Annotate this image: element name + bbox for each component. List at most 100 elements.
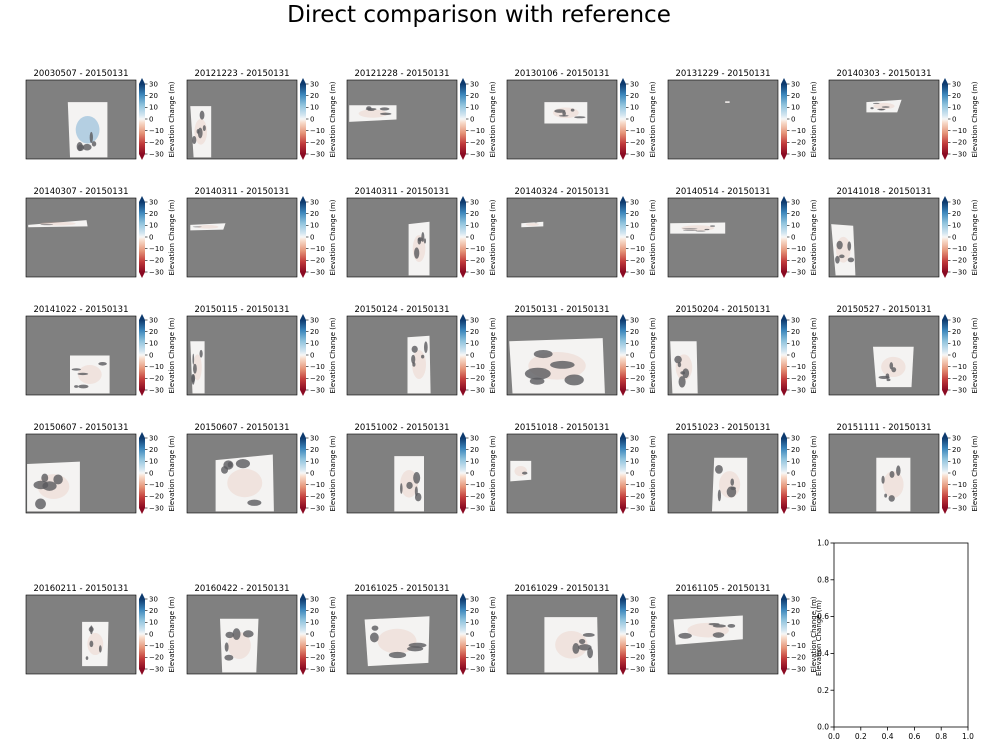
colorbar-extend-min [300,508,306,514]
no-data-patch [78,384,89,389]
colorbar-tick-label: 10 [630,340,639,348]
colorbar-tick-label: 30 [630,595,639,603]
colorbar [620,202,626,272]
subplot-title: 20150115 - 20150131 [195,305,290,315]
subplot-panel: 20150607 - 20150131 30 20 10 0 −10 −20 −30 Eleva… [25,423,176,514]
colorbar-tick-label: 30 [791,595,800,603]
colorbar-tick-label: 0 [149,469,153,477]
colorbar [781,438,787,508]
subplot-title: 20131229 - 20150131 [676,69,771,79]
colorbar [139,202,145,272]
colorbar-tick-label: −20 [791,257,806,265]
colorbar-extend-max [300,314,306,320]
colorbar-extend-max [942,78,948,84]
no-data-patch [574,116,586,119]
colorbar-tick-label: −10 [470,481,485,489]
subplot-panel: 20151023 - 20150131 30 20 10 0 −10 −20 −30 Eleva… [667,423,818,514]
colorbar-tick-label: 10 [791,340,800,348]
colorbar-tick-label: 10 [791,619,800,627]
no-data-patch [400,483,403,494]
colorbar-tick-label: −10 [630,481,645,489]
colorbar-tick-label: 30 [791,434,800,442]
empty-axes [833,542,969,728]
no-data-patch [522,471,528,475]
no-data-patch [877,108,886,110]
colorbar-label: Elevation Change (m) [168,435,176,511]
colorbar-tick-label: 0 [149,233,153,241]
subplot-title: 20140324 - 20150131 [515,187,610,197]
colorbar-tick-label: 20 [310,446,319,454]
colorbar-tick-label: −20 [952,375,967,383]
no-data-patch [199,110,205,120]
colorbar-label: Elevation Change (m) [649,435,657,511]
no-data-patch [197,127,203,139]
no-data-patch [710,225,716,227]
colorbar [781,84,787,154]
x-tick-label: 0.8 [935,732,947,741]
colorbar-tick-label: 20 [310,607,319,615]
colorbar-tick-label: −10 [470,363,485,371]
colorbar-tick-label: 30 [149,595,158,603]
colorbar-extend-min [300,154,306,160]
colorbar-extend-max [460,432,466,438]
colorbar-label: Elevation Change (m) [971,435,979,511]
colorbar-tick-label: −20 [630,257,645,265]
map-background [25,197,137,278]
colorbar-tick-label: 0 [630,233,634,241]
no-data-patch [677,362,682,368]
no-data-patch [891,367,897,373]
colorbar-tick-label: 10 [630,619,639,627]
colorbar-extend-min [620,154,626,160]
colorbar-extend-min [139,154,145,160]
colorbar-tick-label: 10 [952,458,961,466]
elevation-change-tint [726,101,729,103]
colorbar-tick-label: −10 [630,642,645,650]
no-data-patch [225,631,234,639]
y-tick-label: 1.0 [817,539,829,548]
subplot-title: 20140311 - 20150131 [355,187,450,197]
colorbar-extend-min [781,154,787,160]
colorbar-tick-label: −30 [310,504,325,512]
no-data-patch [884,493,888,498]
colorbar-tick-label: −30 [952,268,967,276]
no-data-patch [881,475,885,484]
subplot-panel: 20150131 - 20150131 30 20 10 0 −10 −20 −30 Eleva… [506,305,657,396]
no-data-patch [674,355,682,364]
colorbar-tick-label: −10 [791,363,806,371]
colorbar-tick-label: 30 [952,80,961,88]
data-footprint [82,621,109,667]
colorbar-label: Elevation Change (m) [649,317,657,393]
colorbar [620,438,626,508]
y-tick-label: 0.8 [817,575,829,584]
subplot-panel: 20161025 - 20150131 30 20 10 0 −10 −20 −30 Eleva… [346,584,497,675]
subplot-panel: 20140311 - 20150131 30 20 10 0 −10 −20 −30 Eleva… [186,187,337,278]
colorbar-extend-min [460,508,466,514]
colorbar-tick-label: 20 [310,210,319,218]
no-data-patch [885,373,890,379]
colorbar-tick-label: −20 [470,375,485,383]
colorbar-tick-label: 30 [630,434,639,442]
no-data-patch [582,633,595,637]
colorbar-tick-label: −30 [310,386,325,394]
colorbar-tick-label: 10 [149,458,158,466]
colorbar-tick-label: −20 [952,257,967,265]
no-data-patch [413,472,421,484]
colorbar-tick-label: −10 [149,245,164,253]
colorbar-tick-label: −20 [952,139,967,147]
elevation-change-tint [358,109,388,118]
subplot-title: 20130106 - 20150131 [515,69,610,79]
colorbar-extend-max [942,196,948,202]
colorbar-tick-label: −20 [470,493,485,501]
colorbar-tick-label: 10 [791,222,800,230]
subplot-title: 20161105 - 20150131 [676,584,771,594]
colorbar-tick-label: −30 [952,386,967,394]
colorbar-extend-min [781,669,787,675]
colorbar-tick-label: 30 [149,80,158,88]
colorbar-extend-max [781,593,787,599]
colorbar-tick-label: 0 [310,115,314,123]
colorbar [460,202,466,272]
colorbar-tick-label: 30 [791,316,800,324]
no-data-patch [695,230,706,232]
map-background [186,197,298,278]
no-data-patch [192,226,202,228]
